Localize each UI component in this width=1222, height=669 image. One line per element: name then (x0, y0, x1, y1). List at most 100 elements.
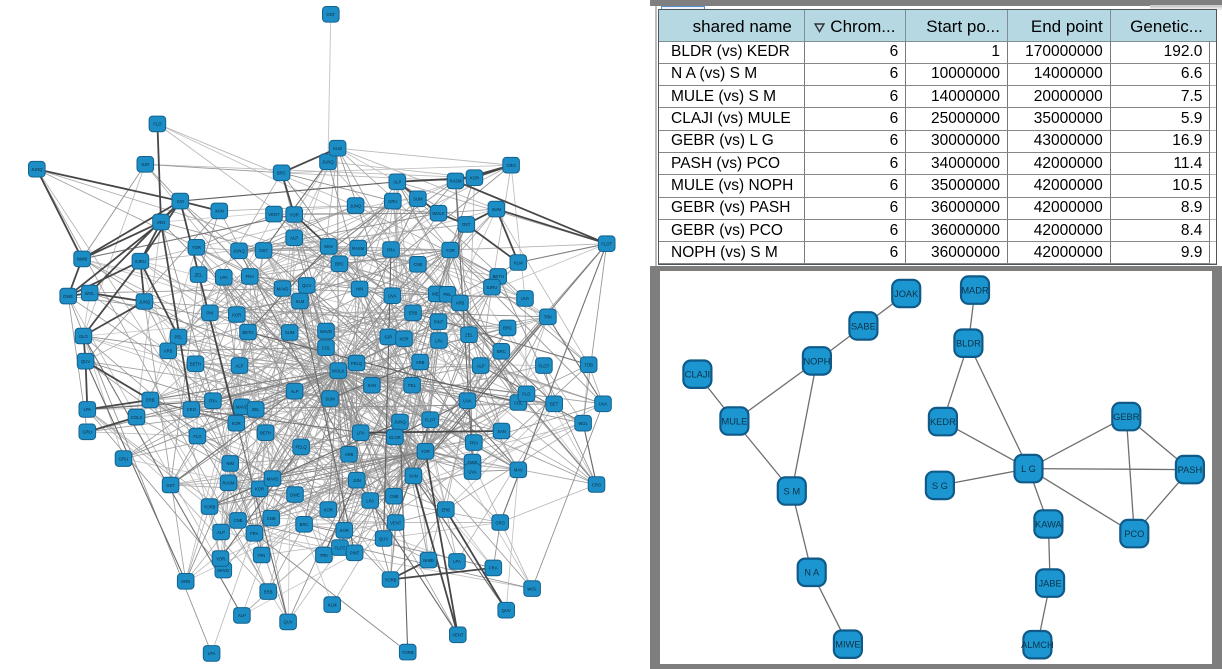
svg-text:QUV: QUV (81, 359, 90, 364)
svg-text:UVA: UVA (468, 469, 477, 474)
svg-text:LPA: LPA (435, 338, 443, 343)
svg-text:YOR: YOR (216, 556, 225, 561)
svg-text:KLM: KLM (514, 260, 523, 265)
svg-text:GEBR: GEBR (1113, 412, 1140, 422)
svg-text:N A: N A (804, 568, 820, 578)
svg-text:DWE: DWE (468, 460, 478, 465)
svg-text:CRO: CRO (496, 520, 506, 525)
svg-text:WOLK: WOLK (432, 211, 445, 216)
svg-text:ALP: ALP (477, 363, 485, 368)
svg-text:WOL: WOL (578, 421, 588, 426)
svg-text:KOR: KOR (232, 421, 241, 426)
svg-text:FRA: FRA (387, 247, 396, 252)
svg-text:CRO: CRO (592, 482, 602, 487)
svg-text:BETH: BETH (493, 274, 504, 279)
svg-text:MAVD: MAVD (217, 568, 229, 573)
svg-text:CNB: CNB (267, 516, 276, 521)
svg-text:LPA: LPA (357, 431, 365, 436)
svg-text:KAWA: KAWA (1035, 519, 1062, 529)
svg-text:SUM: SUM (325, 396, 335, 401)
svg-text:QUV: QUV (379, 536, 388, 541)
svg-text:DWE: DWE (63, 294, 73, 299)
svg-text:BRC: BRC (335, 262, 344, 267)
svg-text:BET: BET (550, 402, 559, 407)
svg-text:LPA: LPA (83, 407, 91, 412)
svg-text:PELQ: PELQ (351, 361, 363, 366)
svg-text:MAVD: MAVD (277, 286, 289, 291)
svg-text:MAV: MAV (514, 468, 523, 473)
svg-text:ALP: ALP (290, 236, 298, 241)
svg-text:ZEL: ZEL (252, 407, 260, 412)
svg-text:JUNQ: JUNQ (139, 299, 151, 304)
svg-text:RASM: RASM (449, 179, 462, 184)
svg-text:SJR: SJR (384, 335, 392, 340)
svg-text:ALP: ALP (393, 180, 401, 185)
svg-text:CNB: CNB (389, 494, 398, 499)
svg-text:LPA: LPA (453, 559, 461, 564)
svg-text:JUNQ: JUNQ (350, 203, 362, 208)
svg-text:FLOT: FLOT (601, 242, 612, 247)
svg-text:MULE: MULE (721, 416, 747, 426)
svg-text:SJRU: SJRU (486, 285, 497, 290)
svg-text:XAN: XAN (368, 383, 377, 388)
svg-text:RASM: RASM (222, 481, 235, 486)
svg-text:GRU: GRU (83, 430, 92, 435)
svg-text:YOR: YOR (192, 245, 201, 250)
svg-text:LPA: LPA (366, 498, 374, 503)
svg-text:COLX: COLX (131, 415, 143, 420)
svg-text:HIN: HIN (356, 287, 363, 292)
svg-text:BRC: BRC (497, 349, 506, 354)
svg-text:GLO: GLO (79, 334, 89, 339)
svg-text:CLAJI: CLAJI (685, 370, 710, 380)
svg-text:ZEL: ZEL (465, 333, 473, 338)
svg-text:FLO: FLO (522, 392, 531, 397)
svg-text:WOLK: WOLK (332, 368, 345, 373)
svg-text:PEL: PEL (444, 292, 453, 297)
svg-text:ERB: ERB (441, 507, 450, 512)
svg-text:VENT: VENT (452, 633, 464, 638)
svg-text:VENT: VENT (390, 520, 402, 525)
svg-text:FLOT: FLOT (425, 418, 436, 423)
svg-text:IVO: IVO (177, 199, 185, 204)
svg-text:KLM: KLM (328, 602, 337, 607)
svg-text:XAN: XAN (215, 209, 224, 214)
svg-text:XAN: XAN (497, 429, 506, 434)
svg-text:JUNQ: JUNQ (322, 160, 334, 165)
svg-text:MADR: MADR (961, 286, 989, 296)
svg-text:QUV: QUV (502, 608, 511, 613)
svg-text:FRA: FRA (250, 531, 259, 536)
svg-text:PASH: PASH (1178, 465, 1203, 475)
svg-text:ERB: ERB (181, 579, 190, 584)
svg-text:UVA: UVA (599, 402, 608, 407)
svg-text:BRC: BRC (300, 522, 309, 527)
svg-text:XAN: XAN (409, 474, 418, 479)
svg-text:FRA: FRA (246, 274, 255, 279)
svg-text:ERB: ERB (264, 589, 273, 594)
svg-text:SUM: SUM (492, 207, 502, 212)
svg-text:ERB: ERB (146, 398, 155, 403)
svg-text:PIN: PIN (206, 311, 213, 316)
svg-text:JUN: JUN (353, 478, 361, 483)
svg-text:KOR: KOR (232, 312, 241, 317)
svg-text:KOR: KOR (399, 337, 408, 342)
svg-text:ALP: ALP (238, 613, 246, 618)
svg-text:NIMB: NIMB (77, 257, 88, 262)
svg-text:SUM: SUM (413, 197, 423, 202)
svg-text:OST: OST (259, 248, 268, 253)
svg-text:PELQ: PELQ (296, 445, 308, 450)
svg-text:PINT: PINT (350, 551, 360, 556)
svg-text:MIWE: MIWE (835, 640, 860, 650)
svg-text:L G: L G (1021, 464, 1036, 474)
svg-text:ERB: ERB (409, 311, 418, 316)
svg-text:FLOT: FLOT (539, 363, 550, 368)
svg-text:WOL: WOL (85, 291, 95, 296)
svg-text:ALMCH: ALMCH (1021, 640, 1054, 650)
svg-text:BETH: BETH (190, 362, 201, 367)
svg-text:ZEL: ZEL (195, 272, 203, 277)
svg-text:GLOR: GLOR (389, 435, 401, 440)
svg-text:RASM: RASM (352, 246, 365, 251)
svg-text:FLOT: FLOT (335, 545, 346, 550)
svg-text:SUM: SUM (285, 330, 295, 335)
svg-text:MAVD: MAVD (320, 329, 332, 334)
svg-text:YOR: YOR (421, 449, 430, 454)
